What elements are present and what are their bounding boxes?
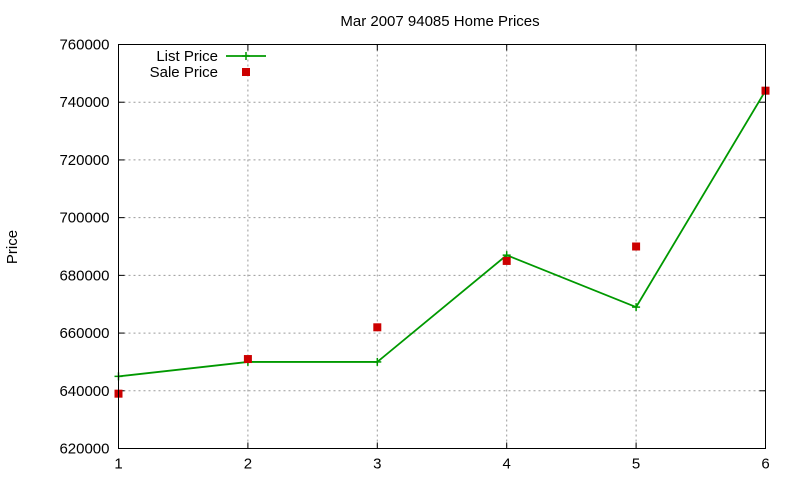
data-point bbox=[632, 242, 641, 251]
x-tick-label: 1 bbox=[114, 456, 122, 473]
legend-item: Sale Price bbox=[150, 64, 250, 81]
x-tick-label: 5 bbox=[632, 456, 640, 473]
x-tick-label: 4 bbox=[503, 456, 511, 473]
y-tick-label: 700000 bbox=[59, 210, 109, 227]
series-0 bbox=[114, 86, 770, 381]
y-axis-ticks: 620000 640000 660000 680000 700000 720000 7400… bbox=[59, 37, 766, 458]
legend-marker-swatch bbox=[242, 52, 250, 60]
y-tick-label: 720000 bbox=[59, 152, 109, 169]
series-layer bbox=[114, 86, 770, 398]
y-tick-label: 680000 bbox=[59, 267, 109, 284]
plot-frame bbox=[118, 44, 766, 449]
data-point bbox=[502, 256, 511, 265]
y-tick-label: 620000 bbox=[59, 441, 109, 458]
x-tick-label: 2 bbox=[244, 456, 252, 473]
x-tick-label: 3 bbox=[373, 456, 381, 473]
x-axis-ticks: 1 2 3 4 5 6 bbox=[114, 44, 770, 473]
data-point bbox=[373, 323, 382, 332]
chart-title: Mar 2007 94085 Home Prices bbox=[340, 13, 539, 30]
x-tick-label: 6 bbox=[761, 456, 769, 473]
legend-marker-swatch bbox=[242, 68, 250, 76]
y-axis-label: Price bbox=[4, 230, 21, 264]
data-point bbox=[632, 303, 641, 312]
y-tick-label: 760000 bbox=[59, 37, 109, 54]
series-line bbox=[118, 90, 767, 378]
grid bbox=[118, 44, 766, 449]
y-tick-label: 660000 bbox=[59, 325, 109, 342]
legend-label: Sale Price bbox=[150, 64, 218, 81]
y-tick-label: 740000 bbox=[59, 94, 109, 111]
series-1 bbox=[114, 86, 770, 398]
legend-label: List Price bbox=[156, 48, 218, 65]
data-point bbox=[373, 357, 382, 366]
y-tick-label: 640000 bbox=[59, 383, 109, 400]
data-point bbox=[243, 355, 252, 364]
legend-item: List Price bbox=[156, 48, 266, 65]
